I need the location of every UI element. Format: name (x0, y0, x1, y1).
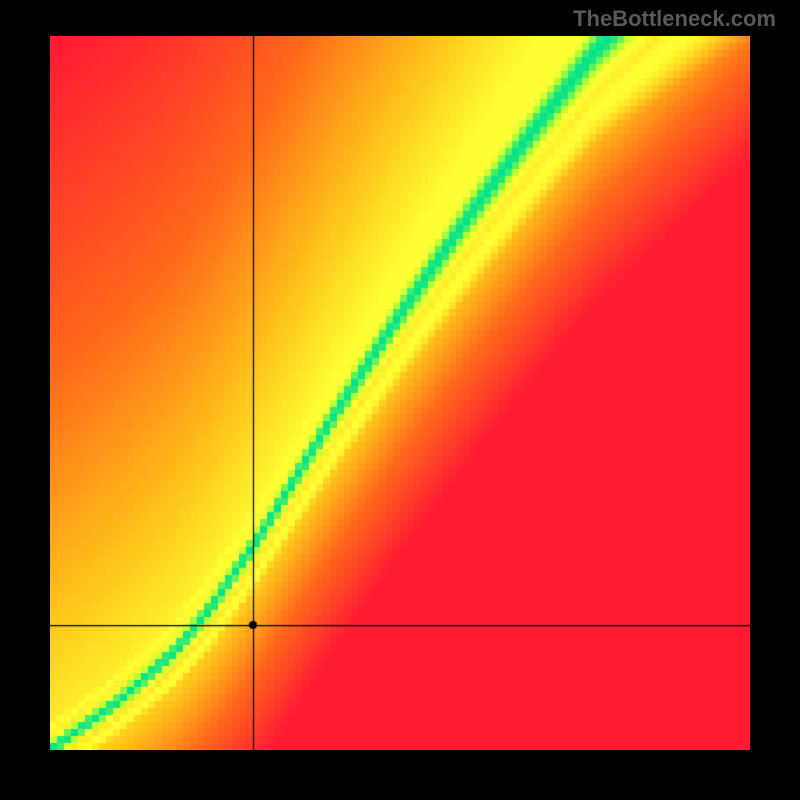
watermark-text: TheBottleneck.com (573, 6, 776, 32)
chart-container: TheBottleneck.com (0, 0, 800, 800)
heatmap-canvas (50, 36, 750, 750)
